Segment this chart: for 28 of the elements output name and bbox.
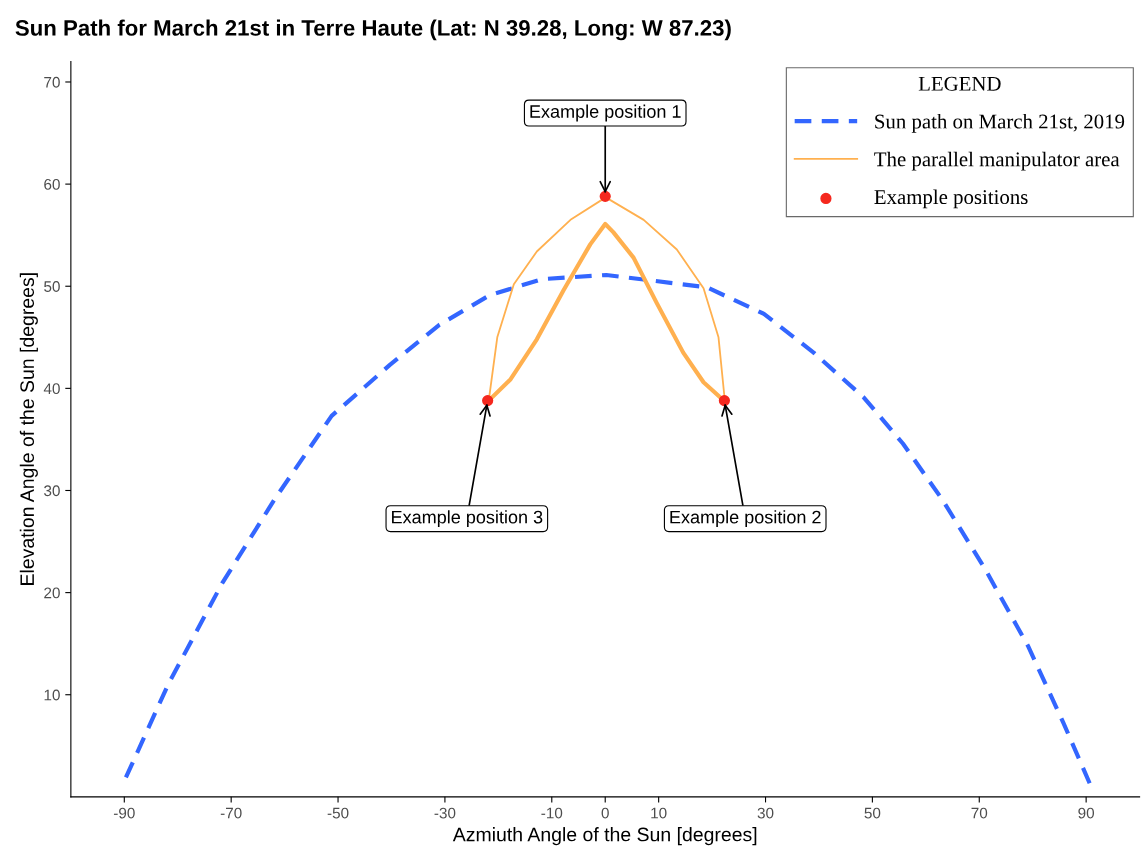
x-axis-title: Azmiuth Angle of the Sun [degrees]: [452, 827, 757, 846]
x-tick-label: 30: [757, 807, 774, 819]
legend-label: Sun path on March 21st, 2019: [875, 113, 1125, 133]
y-tick-label: 30: [44, 485, 60, 497]
y-tick-label: 60: [44, 178, 60, 190]
legend-label: The parallel manipulator area: [874, 151, 1120, 171]
y-tick-label: 50: [44, 281, 60, 292]
x-tick-label: 50: [864, 807, 881, 819]
annotation: Example position 3: [392, 510, 543, 528]
x-tick-label: -30: [434, 807, 456, 819]
y-tick-label: 40: [43, 383, 60, 395]
x-tick-label: -10: [541, 807, 563, 819]
y-axis-title: Elevation Angle of the Sun [degrees]: [19, 273, 38, 585]
chart-title: Sun Path for March 21st in Terre Haute (Lat: N 39.28, Long: W 87.23): [15, 19, 731, 41]
x-tick-label: -70: [220, 807, 242, 819]
x-tick-label: 0: [601, 807, 609, 819]
x-tick-label: 10: [651, 807, 667, 819]
y-tick-label: 20: [44, 587, 60, 599]
y-tick-label: 10: [44, 689, 60, 701]
x-tick-label: 90: [1078, 807, 1095, 819]
x-tick-label: -90: [113, 807, 135, 819]
y-tick-label: 70: [44, 76, 60, 88]
legend-label: Example positions: [874, 189, 1028, 209]
annotation: Example position 2: [670, 510, 821, 528]
annotation: Example position 1: [530, 104, 681, 122]
x-tick-label: 70: [971, 807, 988, 819]
legend-title: LEGEND: [918, 76, 1001, 91]
x-tick-label: -50: [327, 807, 349, 819]
